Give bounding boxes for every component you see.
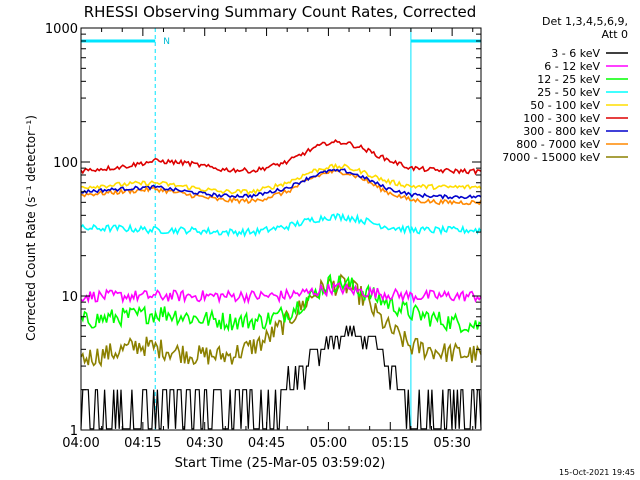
legend-label: 12 - 25 keV: [537, 73, 600, 86]
x-axis-label: Start Time (25-Mar-05 03:59:02): [175, 456, 386, 471]
x-tick-label: 05:30: [433, 436, 470, 451]
x-tick-label: 04:00: [62, 436, 99, 451]
legend-label: 100 - 300 keV: [523, 112, 600, 125]
series-line: [80, 273, 482, 368]
legend-attenuator-label: Att 0: [602, 28, 628, 41]
series-line: [80, 273, 482, 334]
legend-detector-label: Det 1,3,4,5,6,9,: [542, 15, 628, 28]
legend-label: 300 - 800 keV: [523, 125, 600, 138]
series-line: [80, 162, 482, 196]
legend-label: 3 - 6 keV: [551, 47, 600, 60]
legend-label: 800 - 7000 keV: [516, 138, 600, 151]
legend-label: 7000 - 15000 keV: [502, 151, 600, 164]
x-tick-label: 05:00: [310, 436, 347, 451]
y-tick-label: 100: [53, 156, 78, 171]
y-tick-label: 1: [70, 424, 78, 439]
plot-frame: [80, 27, 482, 431]
legend-label: 50 - 100 keV: [530, 99, 600, 112]
timestamp: 15-Oct-2021 19:45: [559, 468, 635, 477]
night-marker-label: N: [163, 37, 170, 47]
series-line: [80, 169, 482, 206]
y-tick-label: 1000: [45, 22, 78, 37]
x-tick-label: 05:15: [372, 436, 409, 451]
x-tick-label: 04:15: [124, 436, 161, 451]
series-line: [80, 139, 482, 176]
series-line: [80, 212, 482, 238]
legend-label: 6 - 12 keV: [544, 60, 600, 73]
y-axis-label: Corrected Count Rate (s⁻¹ detector⁻¹): [24, 115, 38, 341]
x-tick-label: 04:30: [186, 436, 223, 451]
x-tick-label: 04:45: [248, 436, 285, 451]
series-line: [80, 325, 482, 430]
y-tick-label: 10: [61, 290, 78, 305]
legend-label: 25 - 50 keV: [537, 86, 600, 99]
axes: 04:00 04:15 04:30 04:45 05:00 05:15 05:30 1 10 10…: [45, 22, 482, 451]
series-line: [80, 168, 482, 200]
series-layer: [80, 139, 482, 430]
series-line: [80, 282, 482, 305]
chart-title: RHESSI Observing Summary Count Rates, Co…: [84, 3, 477, 21]
